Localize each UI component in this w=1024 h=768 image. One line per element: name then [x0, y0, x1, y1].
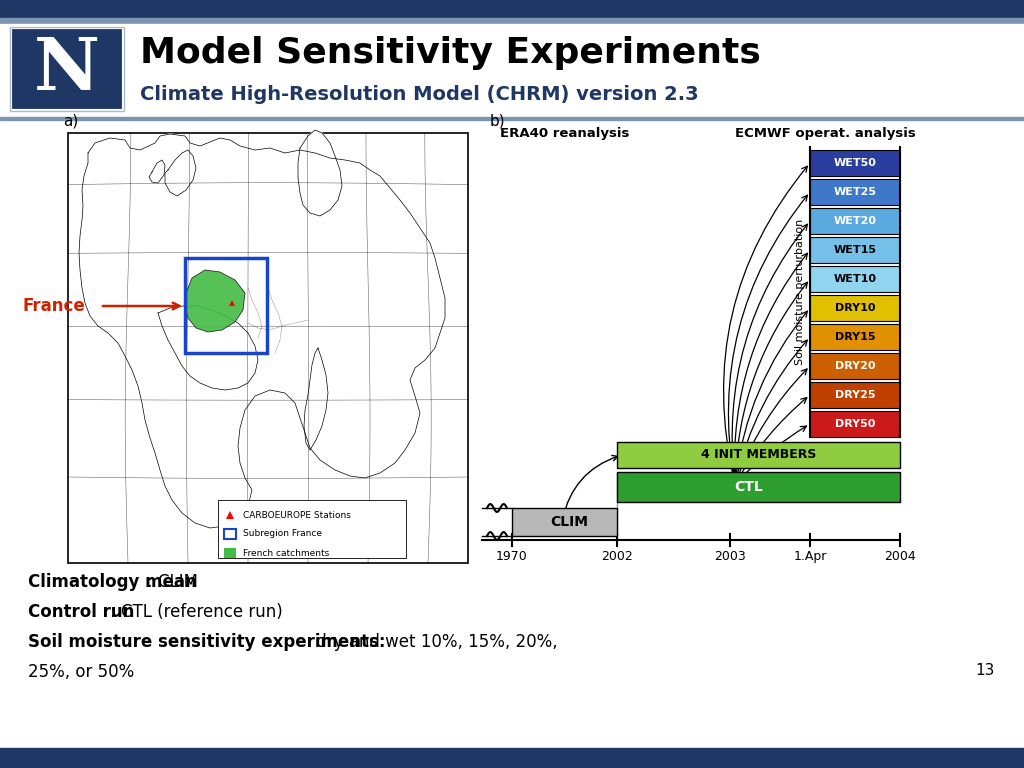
- Bar: [810, 382, 900, 408]
- Polygon shape: [79, 134, 445, 528]
- Text: Model Sensitivity Experiments: Model Sensitivity Experiments: [140, 36, 761, 70]
- Bar: [512, 508, 617, 536]
- Bar: [224, 529, 236, 539]
- Bar: [0, 0, 1024, 18]
- Text: 4 INIT MEMBERS: 4 INIT MEMBERS: [700, 449, 816, 462]
- Text: b): b): [490, 113, 506, 128]
- Text: Climatology mean: Climatology mean: [28, 573, 197, 591]
- Text: 13: 13: [976, 663, 995, 678]
- Polygon shape: [165, 150, 196, 196]
- Text: : CTL (reference run): : CTL (reference run): [110, 603, 283, 621]
- Polygon shape: [158, 306, 258, 390]
- Text: 2002: 2002: [601, 550, 633, 563]
- Bar: [810, 266, 900, 292]
- Bar: [617, 442, 900, 468]
- Text: ECMWF operat. analysis: ECMWF operat. analysis: [734, 127, 915, 140]
- Text: French catchments: French catchments: [243, 548, 330, 558]
- Bar: [0, 117, 1024, 120]
- Text: dry and wet 10%, 15%, 20%,: dry and wet 10%, 15%, 20%,: [310, 633, 557, 651]
- Text: 2004: 2004: [884, 550, 915, 563]
- Text: WET25: WET25: [834, 187, 877, 197]
- Text: N: N: [34, 34, 100, 104]
- Text: WET15: WET15: [834, 245, 877, 255]
- Polygon shape: [304, 348, 328, 450]
- Bar: [810, 237, 900, 263]
- Bar: [810, 353, 900, 379]
- Text: Climate High-Resolution Model (CHRM) version 2.3: Climate High-Resolution Model (CHRM) ver…: [140, 85, 698, 104]
- Text: ERA40 reanalysis: ERA40 reanalysis: [500, 127, 629, 140]
- Text: a): a): [63, 113, 78, 128]
- Text: Soil moisture perturbation: Soil moisture perturbation: [795, 219, 805, 365]
- Bar: [810, 208, 900, 234]
- Text: DRY50: DRY50: [835, 419, 876, 429]
- Text: DRY20: DRY20: [835, 361, 876, 371]
- Bar: [0, 748, 1024, 768]
- Text: DRY10: DRY10: [835, 303, 876, 313]
- Text: DRY15: DRY15: [835, 332, 876, 342]
- Bar: [810, 411, 900, 437]
- Bar: [10, 27, 124, 111]
- Bar: [810, 324, 900, 350]
- Text: Subregion France: Subregion France: [243, 529, 322, 538]
- Bar: [68, 133, 468, 563]
- Text: WET20: WET20: [834, 216, 877, 226]
- Text: 25%, or 50%: 25%, or 50%: [28, 663, 134, 681]
- Bar: [218, 500, 406, 558]
- Bar: [8, 25, 126, 113]
- Bar: [224, 548, 236, 558]
- Text: DRY25: DRY25: [835, 390, 876, 400]
- Bar: [0, 24, 1024, 118]
- Polygon shape: [150, 160, 165, 183]
- Text: 1970: 1970: [496, 550, 528, 563]
- Text: CTL: CTL: [734, 480, 763, 494]
- Text: CARBOEUROPE Stations: CARBOEUROPE Stations: [243, 511, 351, 519]
- Text: WET50: WET50: [834, 158, 877, 168]
- Bar: [185, 258, 267, 353]
- Text: WET10: WET10: [834, 274, 877, 284]
- Bar: [810, 179, 900, 205]
- Text: Soil moisture sensitivity experiments:: Soil moisture sensitivity experiments:: [28, 633, 385, 651]
- Text: CLIM: CLIM: [551, 515, 589, 529]
- Bar: [810, 150, 900, 176]
- Text: 1.Apr: 1.Apr: [794, 550, 826, 563]
- Bar: [0, 18, 1024, 24]
- Text: : CLIM: : CLIM: [147, 573, 198, 591]
- Text: France: France: [22, 297, 85, 315]
- Text: Control run: Control run: [28, 603, 134, 621]
- Polygon shape: [298, 130, 342, 216]
- Bar: [810, 295, 900, 321]
- Bar: [617, 472, 900, 502]
- Text: 2003: 2003: [714, 550, 745, 563]
- Bar: [68, 133, 468, 563]
- Polygon shape: [185, 270, 245, 332]
- Bar: [10, 27, 124, 111]
